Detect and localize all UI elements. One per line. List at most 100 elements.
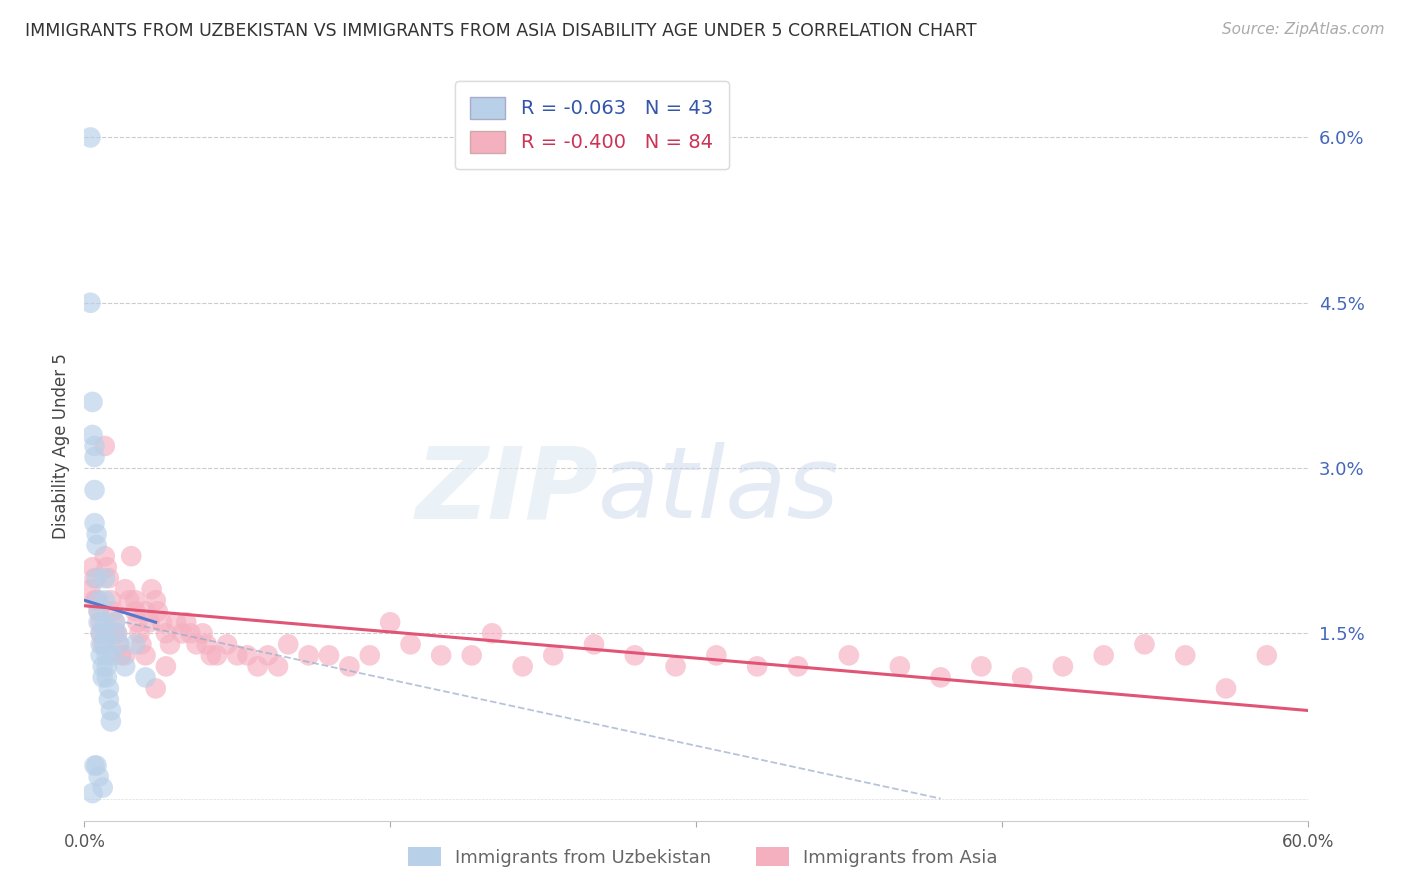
- Point: [93, 439, 115, 453]
- Point: [91, 637, 114, 651]
- Point: [1011, 670, 1033, 684]
- Point: [128, 626, 150, 640]
- Point: [195, 637, 218, 651]
- Point: [200, 648, 222, 663]
- Point: [104, 626, 127, 640]
- Point: [97, 571, 120, 585]
- Point: [114, 648, 136, 663]
- Point: [79, 582, 101, 597]
- Point: [91, 659, 114, 673]
- Point: [624, 648, 647, 663]
- Point: [82, 428, 104, 442]
- Point: [543, 648, 565, 663]
- Point: [93, 615, 115, 630]
- Legend: Immigrants from Uzbekistan, Immigrants from Asia: Immigrants from Uzbekistan, Immigrants f…: [401, 840, 1005, 874]
- Point: [79, 130, 101, 145]
- Point: [267, 659, 290, 673]
- Point: [93, 626, 115, 640]
- Point: [100, 703, 122, 717]
- Point: [114, 582, 136, 597]
- Point: [318, 648, 340, 663]
- Point: [205, 648, 228, 663]
- Point: [108, 637, 131, 651]
- Point: [461, 648, 484, 663]
- Point: [135, 670, 157, 684]
- Point: [150, 615, 173, 630]
- Point: [583, 637, 606, 651]
- Point: [83, 450, 105, 464]
- Point: [90, 648, 112, 663]
- Point: [179, 626, 201, 640]
- Point: [430, 648, 453, 663]
- Point: [120, 549, 142, 564]
- Point: [82, 786, 104, 800]
- Point: [83, 516, 105, 530]
- Point: [83, 571, 105, 585]
- Point: [97, 692, 120, 706]
- Point: [359, 648, 381, 663]
- Point: [83, 439, 105, 453]
- Point: [1092, 648, 1115, 663]
- Point: [1133, 637, 1156, 651]
- Point: [104, 615, 127, 630]
- Y-axis label: Disability Age Under 5: Disability Age Under 5: [52, 353, 70, 539]
- Point: [787, 659, 810, 673]
- Point: [87, 615, 110, 630]
- Point: [124, 637, 146, 651]
- Point: [186, 637, 208, 651]
- Point: [93, 637, 115, 651]
- Text: ZIP: ZIP: [415, 442, 598, 540]
- Point: [172, 626, 194, 640]
- Point: [108, 637, 131, 651]
- Point: [82, 560, 104, 574]
- Point: [929, 670, 952, 684]
- Point: [82, 395, 104, 409]
- Point: [93, 593, 115, 607]
- Point: [105, 626, 128, 640]
- Point: [86, 758, 108, 772]
- Point: [1174, 648, 1197, 663]
- Point: [118, 593, 141, 607]
- Legend: R = -0.063   N = 43, R = -0.400   N = 84: R = -0.063 N = 43, R = -0.400 N = 84: [456, 81, 728, 169]
- Point: [146, 604, 169, 618]
- Point: [277, 637, 299, 651]
- Point: [97, 681, 120, 696]
- Point: [191, 626, 214, 640]
- Point: [236, 648, 259, 663]
- Point: [124, 604, 146, 618]
- Point: [91, 780, 114, 795]
- Point: [399, 637, 422, 651]
- Point: [100, 714, 122, 729]
- Point: [87, 604, 110, 618]
- Point: [512, 659, 534, 673]
- Point: [141, 582, 163, 597]
- Point: [481, 626, 503, 640]
- Point: [838, 648, 860, 663]
- Point: [105, 626, 128, 640]
- Point: [90, 637, 112, 651]
- Point: [1215, 681, 1237, 696]
- Point: [86, 538, 108, 552]
- Point: [87, 770, 110, 784]
- Point: [159, 637, 181, 651]
- Point: [90, 626, 112, 640]
- Point: [87, 593, 110, 607]
- Text: Source: ZipAtlas.com: Source: ZipAtlas.com: [1222, 22, 1385, 37]
- Point: [79, 295, 101, 310]
- Point: [1256, 648, 1278, 663]
- Point: [87, 604, 110, 618]
- Point: [101, 604, 124, 618]
- Point: [706, 648, 728, 663]
- Point: [131, 637, 153, 651]
- Point: [100, 593, 122, 607]
- Point: [93, 549, 115, 564]
- Point: [110, 648, 132, 663]
- Point: [298, 648, 321, 663]
- Point: [339, 659, 361, 673]
- Point: [96, 648, 118, 663]
- Point: [96, 659, 118, 673]
- Text: atlas: atlas: [598, 442, 839, 540]
- Point: [970, 659, 993, 673]
- Point: [86, 527, 108, 541]
- Point: [86, 593, 108, 607]
